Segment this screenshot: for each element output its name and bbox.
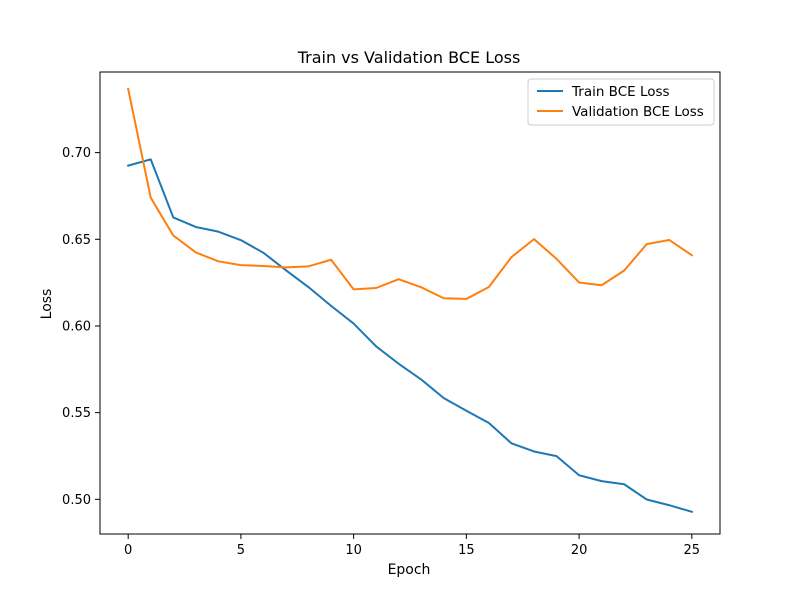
x-tick-label: 10 (345, 543, 362, 558)
legend-label-train: Train BCE Loss (571, 84, 670, 100)
x-tick-label: 15 (458, 543, 475, 558)
x-tick-label: 5 (237, 543, 245, 558)
chart-title: Train vs Validation BCE Loss (297, 48, 521, 67)
y-tick-label: 0.60 (62, 319, 91, 334)
x-tick-label: 0 (124, 543, 132, 558)
y-tick-label: 0.65 (62, 233, 91, 248)
series-line-train (126, 158, 694, 514)
legend: Train BCE Loss Validation BCE Loss (527, 78, 715, 126)
x-tick-label: 25 (684, 543, 701, 558)
x-tick-label: 20 (571, 543, 588, 558)
legend-box (527, 78, 715, 126)
y-axis-label: Loss (39, 289, 55, 320)
y-tick-label: 0.55 (62, 406, 91, 421)
legend-label-validation: Validation BCE Loss (572, 104, 704, 120)
y-tick-label: 0.50 (62, 493, 91, 508)
series-line-validation (126, 87, 694, 300)
y-tick-label: 0.70 (62, 146, 91, 161)
axes-frame (99, 71, 721, 535)
x-axis-label: Epoch (388, 562, 431, 578)
plot-area: 0 5 10 15 20 25 0.50 0.55 0.60 0.65 0.70 (62, 71, 721, 558)
